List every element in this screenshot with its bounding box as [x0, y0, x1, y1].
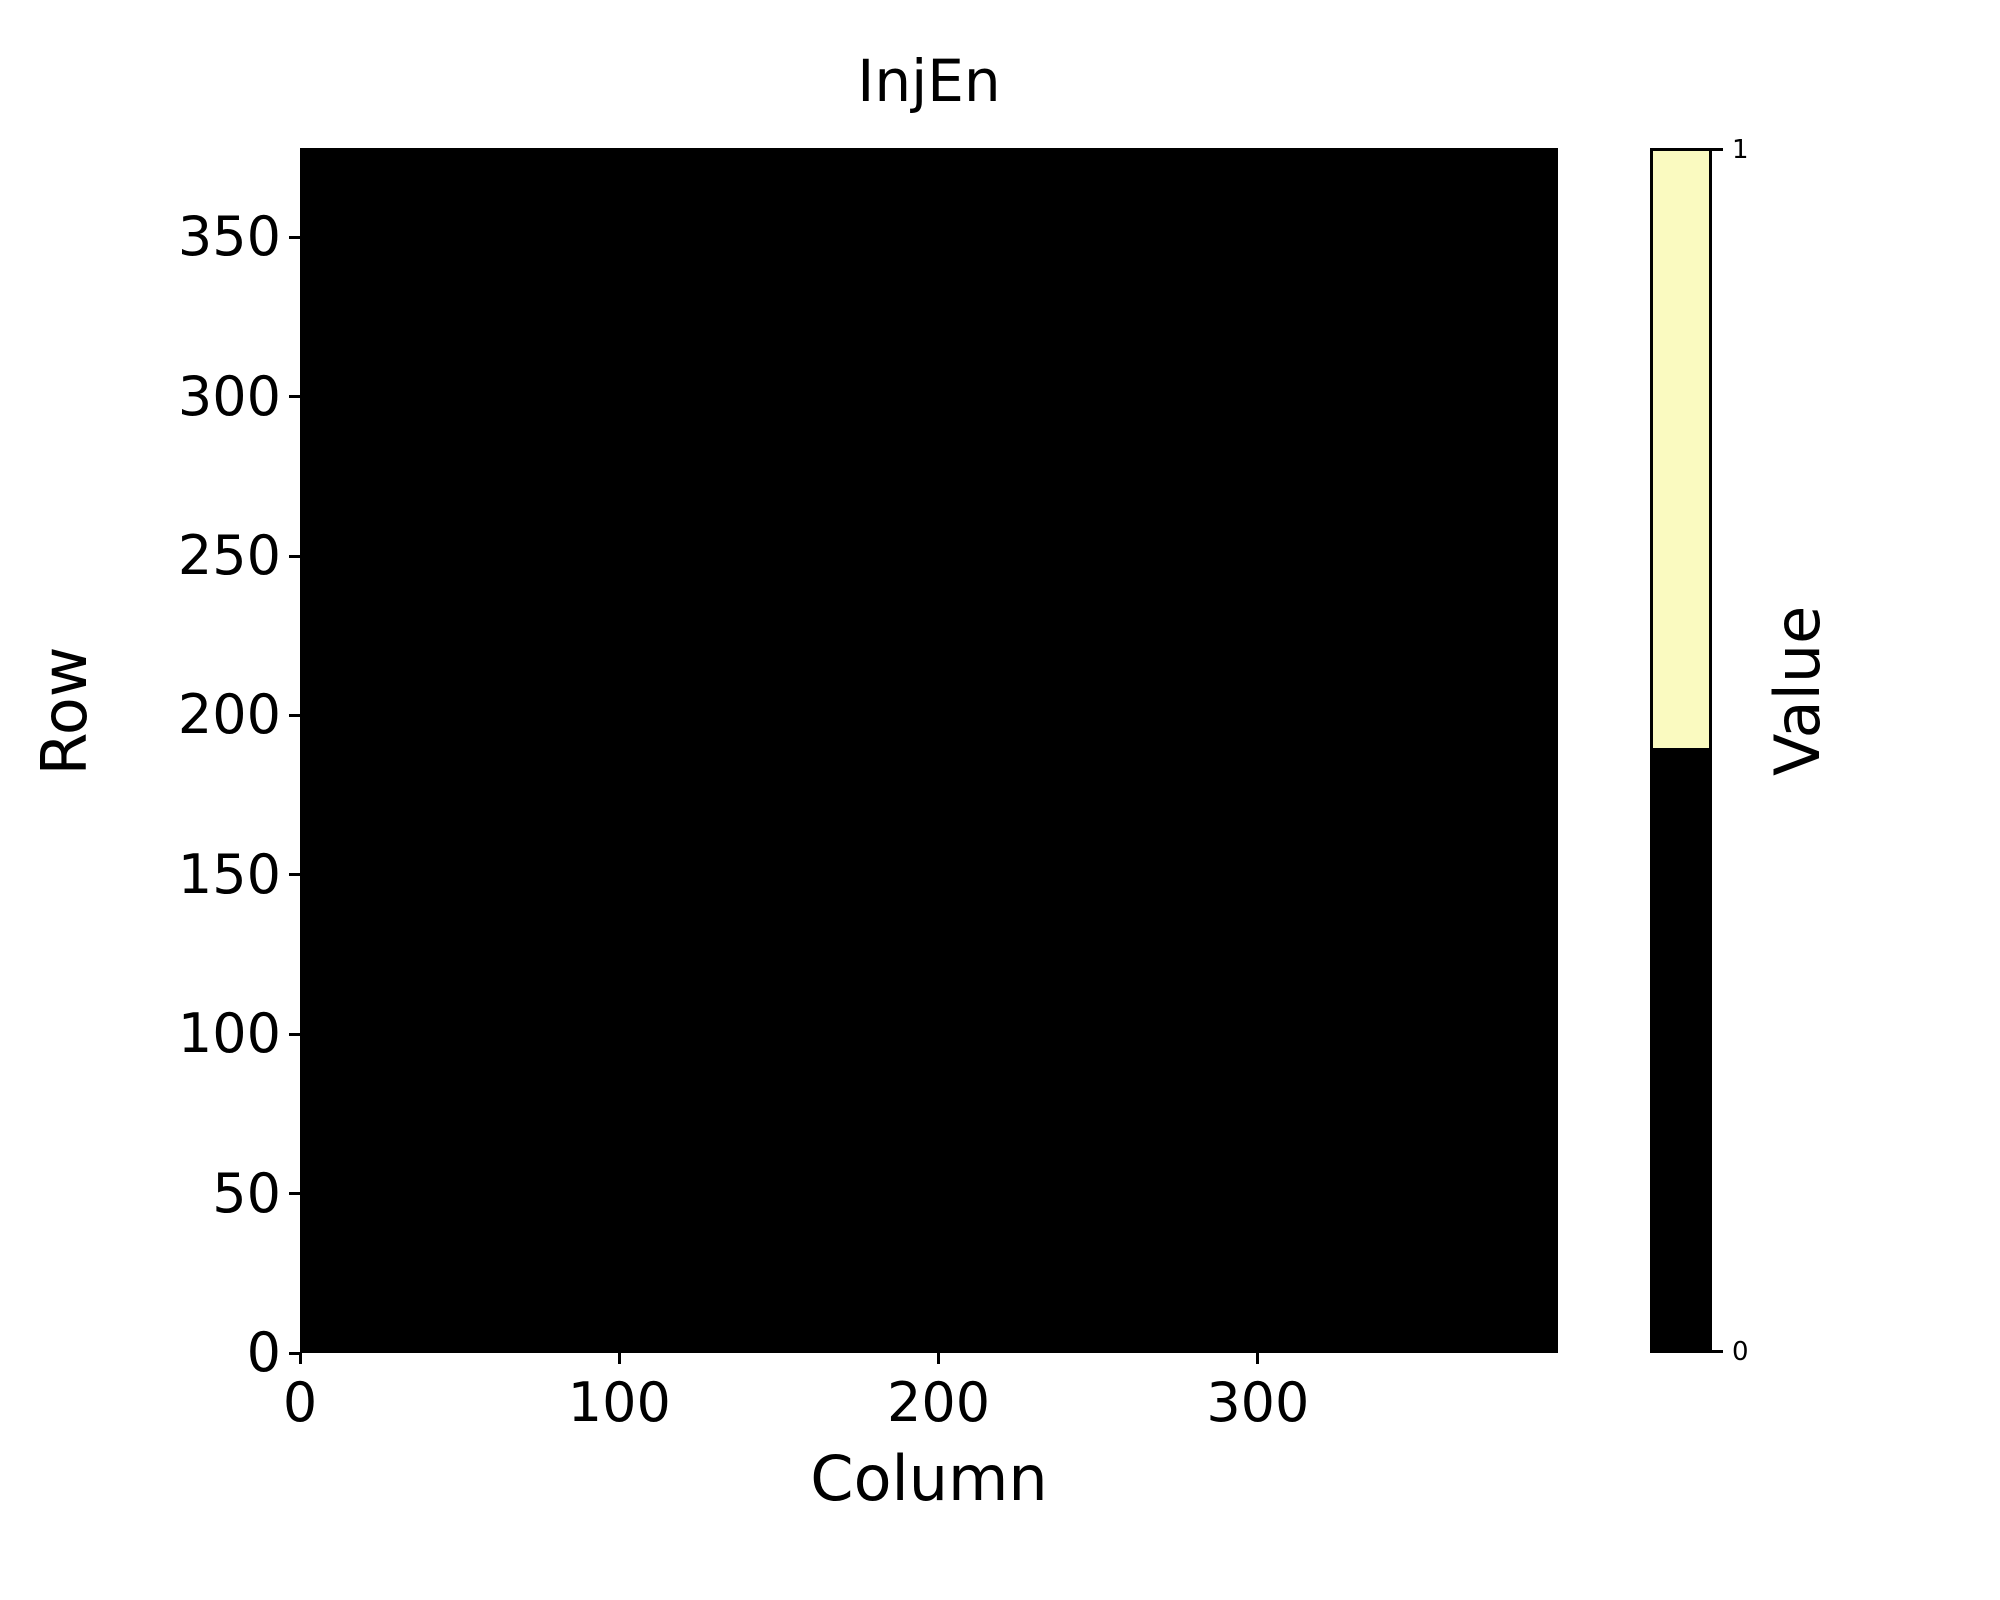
colorbar-tick-mark — [1712, 1350, 1723, 1353]
x-tick-label: 100 — [567, 1371, 671, 1434]
y-tick-mark — [289, 873, 300, 877]
y-tick-label: 0 — [246, 1321, 281, 1384]
x-tick-label: 300 — [1206, 1371, 1310, 1434]
colorbar-gradient — [1653, 151, 1709, 1350]
y-tick-mark — [289, 1032, 300, 1036]
y-axis-label: Row — [28, 646, 101, 776]
y-tick-label: 100 — [177, 1002, 281, 1066]
y-tick-label: 300 — [177, 364, 281, 428]
y-tick-mark — [289, 713, 300, 717]
x-tick-mark — [1256, 1353, 1260, 1364]
colorbar-tick-label: 1 — [1732, 134, 1749, 165]
colorbar-band-high — [1653, 151, 1709, 748]
x-tick-mark — [617, 1353, 621, 1364]
colorbar-tick-mark — [1712, 148, 1723, 151]
heatmap-axes — [300, 148, 1558, 1353]
y-tick-mark — [289, 395, 300, 399]
y-tick-mark — [289, 235, 300, 239]
y-tick-label: 50 — [212, 1161, 281, 1225]
colorbar-tick-label: 0 — [1732, 1336, 1749, 1367]
y-tick-mark — [289, 554, 300, 558]
y-tick-mark — [289, 1192, 300, 1196]
y-axis-tick-labels: 0 50 100 150 200 250 300 350 — [0, 148, 281, 1380]
page-title: InjEn — [857, 47, 1001, 115]
x-tick-mark — [298, 1353, 302, 1364]
y-tick-label: 150 — [177, 842, 281, 906]
x-axis-label: Column — [810, 1442, 1048, 1515]
heatmap-image — [300, 148, 1558, 1353]
colorbar-band-low — [1653, 747, 1709, 1350]
x-axis-tick-marks — [298, 1353, 1558, 1365]
x-axis-tick-labels: 0 100 200 300 — [283, 1358, 1558, 1434]
x-tick-label: 200 — [887, 1371, 991, 1434]
colorbar — [1650, 148, 1712, 1353]
y-tick-mark — [289, 1351, 300, 1355]
x-tick-label: 0 — [282, 1371, 318, 1434]
y-tick-label: 250 — [177, 524, 281, 588]
colorbar-label: Value — [1761, 605, 1834, 776]
y-tick-label: 200 — [177, 683, 281, 747]
y-axis-tick-marks — [289, 148, 301, 1355]
y-tick-label: 350 — [177, 205, 281, 269]
x-tick-mark — [937, 1353, 941, 1364]
